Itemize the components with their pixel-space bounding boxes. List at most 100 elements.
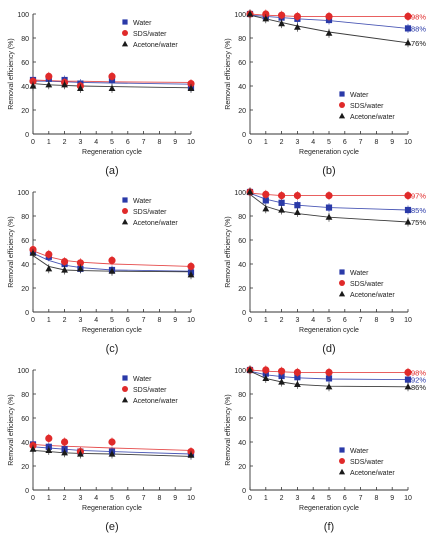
data-point <box>325 204 333 211</box>
x-tick-label: 7 <box>142 317 146 324</box>
end-value-annotation: 76% <box>411 39 426 48</box>
x-tick-label: 9 <box>173 317 177 324</box>
y-tick-label: 100 <box>17 12 29 19</box>
x-tick-label: 3 <box>78 317 82 324</box>
legend-label: SDS/water <box>350 459 384 466</box>
end-value-annotation: 75% <box>411 218 426 227</box>
y-tick-label: 80 <box>238 214 246 221</box>
data-point <box>45 81 53 88</box>
legend-label: Water <box>350 92 369 99</box>
data-point <box>325 383 333 390</box>
chart-panel: 0 20 40 60 80 100 0 1 2 3 4 5 6 7 8 9 10 Regeneration cyc… <box>225 9 426 177</box>
data-point <box>187 451 195 458</box>
x-tick-label: 8 <box>157 317 161 324</box>
y-tick-label: 40 <box>21 84 29 91</box>
y-tick-label: 20 <box>21 464 29 471</box>
x-tick-label: 6 <box>343 139 347 146</box>
data-point <box>29 82 37 89</box>
legend-marker <box>338 112 346 119</box>
data-point <box>108 256 116 265</box>
x-tick-label: 4 <box>311 139 315 146</box>
data-point <box>108 267 116 274</box>
data-point <box>29 445 37 452</box>
legend-label: Water <box>350 448 369 455</box>
x-axis-label: Regeneration cycle <box>299 505 359 512</box>
legend-label: Water <box>350 270 369 277</box>
x-tick-label: 8 <box>374 139 378 146</box>
x-tick-label: 0 <box>248 139 252 146</box>
y-tick-label: 80 <box>21 36 29 43</box>
x-tick-label: 2 <box>280 139 284 146</box>
x-tick-label: 6 <box>126 139 130 146</box>
data-point <box>325 29 333 36</box>
x-tick-label: 10 <box>187 495 195 502</box>
y-tick-label: 20 <box>21 108 29 115</box>
x-tick-label: 5 <box>110 495 114 502</box>
data-point <box>325 368 333 377</box>
fit-curve <box>32 449 192 457</box>
data-point <box>278 378 285 385</box>
x-tick-label: 4 <box>311 317 315 324</box>
x-tick-label: 2 <box>63 139 67 146</box>
x-tick-label: 3 <box>78 139 82 146</box>
y-tick-label: 80 <box>21 214 29 221</box>
x-tick-label: 4 <box>94 139 98 146</box>
y-tick-label: 20 <box>238 464 246 471</box>
x-tick-label: 9 <box>173 139 177 146</box>
data-point <box>404 368 412 377</box>
x-tick-label: 2 <box>63 317 67 324</box>
legend-marker <box>122 19 128 25</box>
x-tick-label: 6 <box>343 317 347 324</box>
legend-marker <box>122 375 128 381</box>
x-tick-label: 1 <box>47 139 51 146</box>
x-tick-label: 3 <box>78 495 82 502</box>
data-point <box>294 23 301 30</box>
x-tick-label: 9 <box>173 495 177 502</box>
data-point <box>29 249 37 256</box>
x-tick-label: 5 <box>110 139 114 146</box>
x-tick-label: 4 <box>94 317 98 324</box>
panel-label: (f) <box>324 521 334 533</box>
data-point <box>187 271 195 278</box>
x-tick-label: 0 <box>248 317 252 324</box>
data-point <box>108 438 116 446</box>
x-tick-label: 5 <box>327 317 331 324</box>
data-point <box>246 188 254 195</box>
y-axis-label: Removal efficiency (%) <box>225 38 232 109</box>
data-point <box>293 192 302 200</box>
fit-curve <box>32 255 192 273</box>
y-tick-label: 80 <box>238 36 246 43</box>
data-point <box>294 380 301 387</box>
data-point <box>278 20 285 27</box>
y-axis-label: Removal efficiency (%) <box>225 394 232 465</box>
legend-marker <box>122 386 128 392</box>
data-point <box>404 383 412 390</box>
end-value-annotation: 85% <box>411 206 426 215</box>
data-point <box>278 192 286 200</box>
data-point <box>108 450 116 457</box>
x-tick-label: 10 <box>187 317 195 324</box>
x-tick-label: 3 <box>295 317 299 324</box>
data-point <box>278 11 286 19</box>
chart-panel: 0 20 40 60 80 100 0 1 2 3 4 5 6 7 8 9 10 Regeneration cyc… <box>225 187 426 355</box>
legend-marker <box>338 290 346 297</box>
y-tick-label: 100 <box>234 368 246 375</box>
x-axis-label: Regeneration cycle <box>82 327 142 334</box>
legend-marker <box>122 208 128 214</box>
y-tick-label: 100 <box>234 12 246 19</box>
data-point <box>45 434 53 443</box>
x-tick-label: 7 <box>142 139 146 146</box>
legend-label: Acetone/water <box>133 42 178 49</box>
y-tick-label: 20 <box>238 108 246 115</box>
y-tick-label: 100 <box>17 368 29 375</box>
y-tick-label: 20 <box>238 286 246 293</box>
data-point <box>45 265 53 272</box>
y-tick-label: 100 <box>234 190 246 197</box>
data-point <box>404 39 412 46</box>
x-axis-label: Regeneration cycle <box>299 149 359 156</box>
chart-panel: 0 20 40 60 80 100 0 1 2 3 4 5 6 7 8 9 10 Regeneration cyc… <box>225 365 426 533</box>
x-tick-label: 8 <box>157 139 161 146</box>
data-point <box>262 366 270 374</box>
legend-label: Water <box>133 376 152 383</box>
x-tick-label: 2 <box>280 495 284 502</box>
